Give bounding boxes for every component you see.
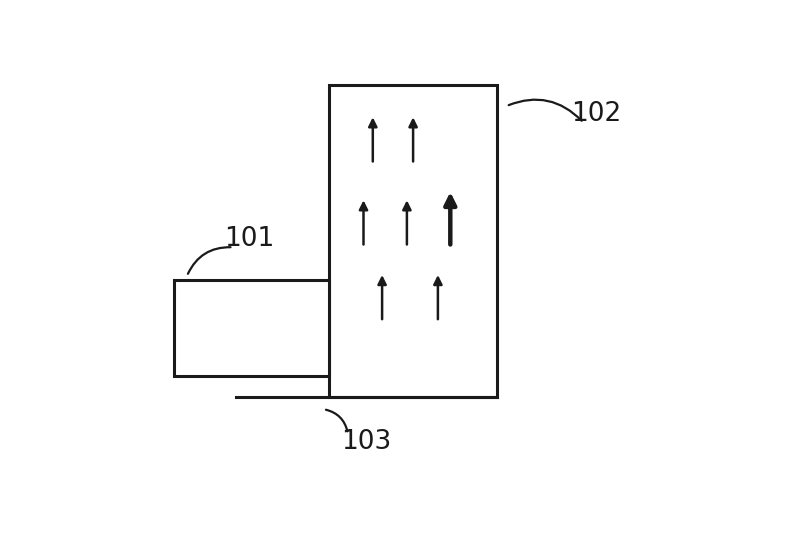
Text: 102: 102 <box>571 101 621 128</box>
Bar <box>174 280 330 376</box>
Bar <box>330 86 497 397</box>
Text: 101: 101 <box>224 226 274 252</box>
Text: 103: 103 <box>342 430 392 455</box>
